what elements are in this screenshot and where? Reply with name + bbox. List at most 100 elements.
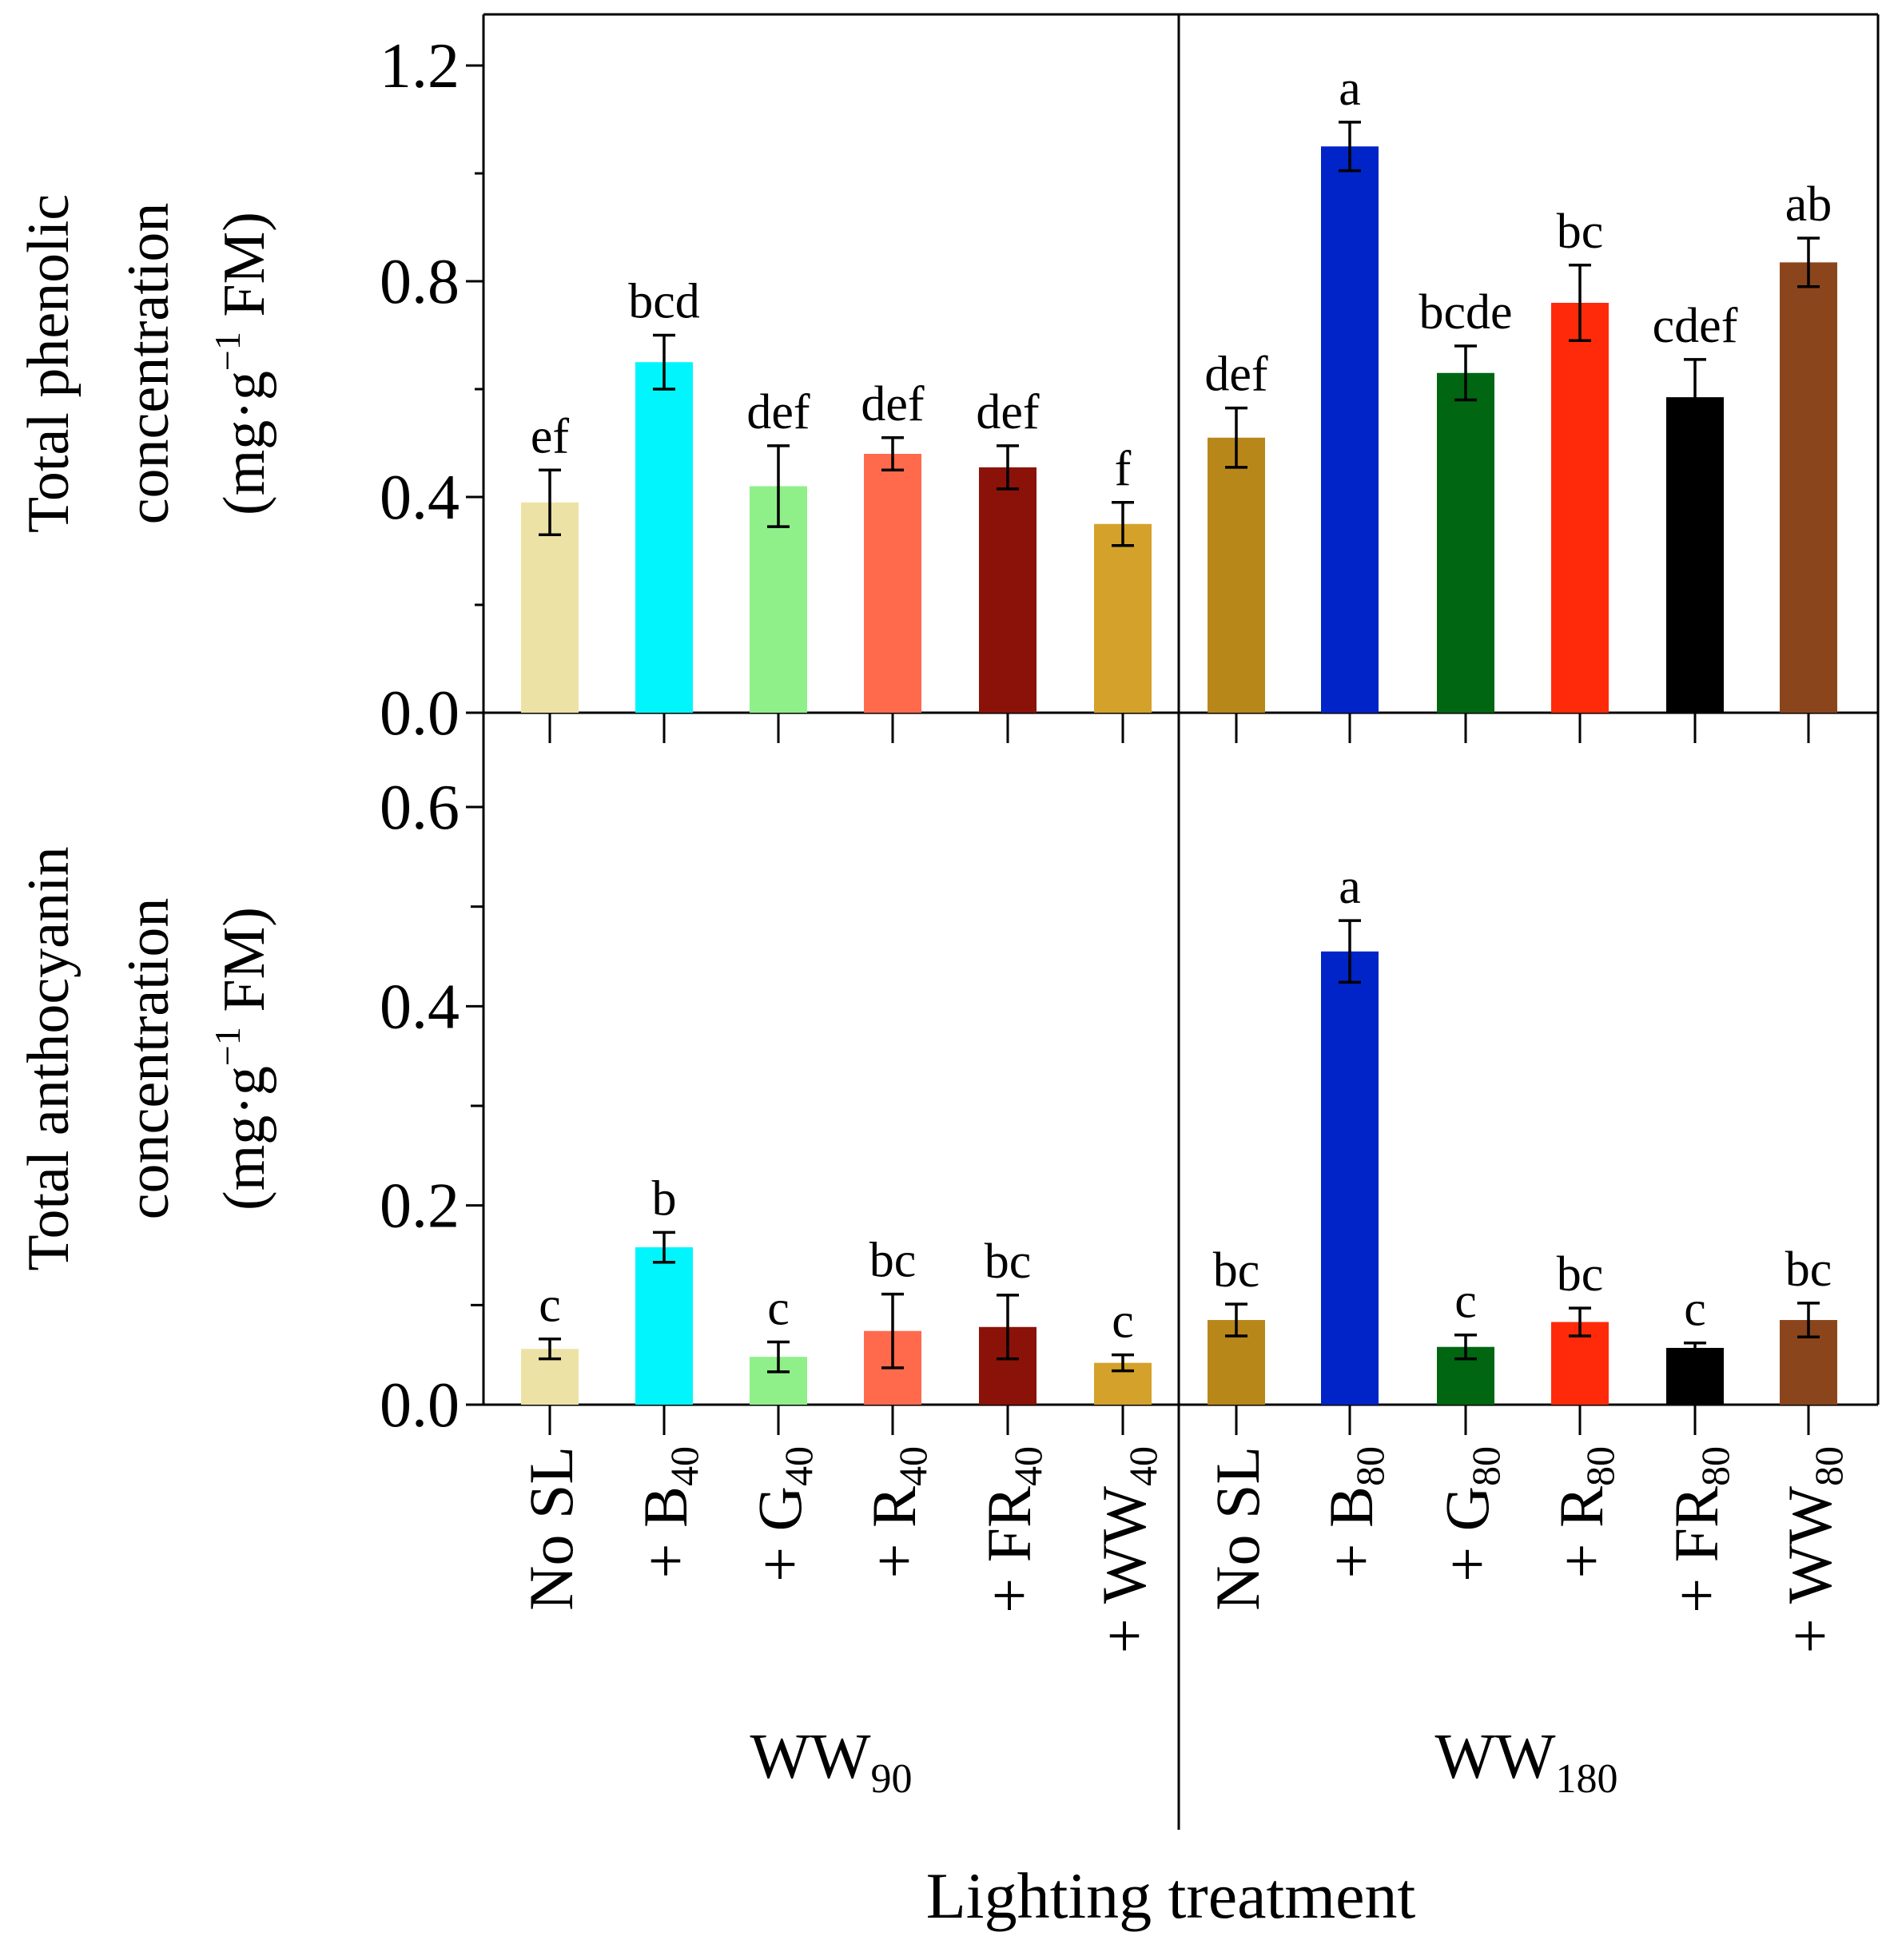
category-label-main: + R	[1546, 1486, 1616, 1579]
category-label-subscript: 80	[1693, 1446, 1737, 1486]
y-axis-title-line: Total phenolic	[16, 194, 82, 533]
y-tick-label: 0.4	[380, 972, 460, 1042]
y-tick-label: 0.4	[380, 463, 460, 533]
bar	[635, 1247, 693, 1405]
category-label-main: + G	[745, 1486, 814, 1582]
y-axis-unit: (mg·g	[212, 1066, 277, 1211]
y-tick-label: 1.2	[380, 31, 460, 101]
bar	[1551, 303, 1609, 713]
y-axis-title-line: Total anthocyanin	[16, 846, 82, 1270]
category-label-subscript: 80	[1347, 1446, 1392, 1486]
y-axis-unit-suffix: FM)	[212, 907, 277, 1027]
bar	[979, 467, 1037, 713]
significance-letter: bc	[1557, 205, 1604, 259]
significance-letter: bcde	[1418, 285, 1512, 340]
category-label: + R40	[859, 1446, 935, 1579]
group-label: WW90	[750, 1722, 912, 1802]
category-label: + G80	[1432, 1446, 1508, 1582]
plot-frame	[482, 13, 1880, 1830]
category-label: No SL	[1203, 1446, 1272, 1611]
y-tick-label: 0.0	[380, 678, 460, 749]
significance-letter: def	[746, 385, 810, 439]
category-label-main: + B	[1316, 1486, 1386, 1579]
bar	[864, 454, 921, 713]
significance-letter: bc	[1557, 1247, 1604, 1302]
significance-letter: ef	[531, 409, 570, 463]
significance-letter: ab	[1785, 177, 1832, 232]
significance-letter: bc	[985, 1234, 1032, 1289]
category-label-main: + G	[1432, 1486, 1502, 1582]
category-label-main: + WW	[1775, 1486, 1844, 1654]
significance-letter: cdef	[1653, 299, 1738, 353]
significance-letter: a	[1339, 62, 1361, 116]
significance-letter: f	[1115, 442, 1132, 496]
significance-letter: bc	[1785, 1242, 1832, 1297]
y-axis-unit-suffix: FM)	[212, 212, 277, 332]
category-label-main: + FR	[1661, 1486, 1731, 1613]
bar	[635, 362, 693, 713]
category-label-subscript: 40	[1120, 1446, 1165, 1486]
category-label: + B40	[631, 1446, 706, 1579]
x-axis-title: Lighting treatment	[926, 1859, 1416, 1932]
y-axis-title-line: concentration	[116, 203, 181, 525]
group-label-main: WW	[1434, 1722, 1556, 1792]
significance-letter: def	[976, 385, 1040, 439]
y-axis-unit-exponent: −1	[207, 332, 248, 371]
group-label-main: WW	[750, 1722, 871, 1792]
category-label-subscript: 40	[776, 1446, 821, 1486]
group-label-subscript: 180	[1556, 1756, 1618, 1802]
significance-letter: bcd	[628, 275, 700, 329]
category-label-subscript: 40	[890, 1446, 935, 1486]
y-axis-unit-exponent: −1	[207, 1027, 248, 1066]
category-label-subscript: 80	[1578, 1446, 1622, 1486]
significance-letter: def	[861, 377, 925, 431]
y-tick-label: 0.8	[380, 247, 460, 317]
category-label-subscript: 80	[1806, 1446, 1851, 1486]
significance-letter: bc	[1213, 1243, 1260, 1298]
category-label-main: + FR	[974, 1486, 1044, 1613]
category-label: + R80	[1546, 1446, 1622, 1579]
category-label-main: + R	[859, 1486, 929, 1579]
significance-letter: bc	[869, 1234, 917, 1288]
significance-letter: c	[1112, 1294, 1134, 1349]
category-label: + WW40	[1089, 1446, 1165, 1653]
bar	[1094, 523, 1152, 713]
bar	[521, 502, 579, 713]
category-label-subscript: 40	[662, 1446, 706, 1486]
category-label: + WW80	[1775, 1446, 1851, 1653]
y-tick-label: 0.2	[380, 1171, 460, 1242]
significance-letter: def	[1204, 348, 1268, 402]
significance-letter: b	[652, 1171, 677, 1226]
y-axis-title-line: (mg·g−1 FM)	[207, 212, 277, 515]
category-label: + B80	[1316, 1446, 1392, 1579]
category-label-main: + WW	[1089, 1486, 1159, 1654]
category-label-subscript: 80	[1463, 1446, 1508, 1486]
y-tick-label: 0.6	[380, 773, 460, 843]
bar	[1437, 372, 1494, 713]
bar	[1321, 951, 1379, 1405]
y-axis-title-line: concentration	[116, 898, 181, 1220]
significance-letter: c	[539, 1278, 561, 1333]
category-label: + FR40	[974, 1446, 1050, 1613]
significance-letter: c	[1454, 1274, 1477, 1329]
category-label-main: + B	[631, 1486, 700, 1579]
y-axis-title-line: (mg·g−1 FM)	[207, 907, 277, 1211]
bar	[1208, 437, 1265, 713]
category-label: + FR80	[1661, 1446, 1737, 1613]
significance-letter: c	[1684, 1282, 1706, 1337]
category-label-main: No SL	[1203, 1446, 1272, 1611]
bar	[1666, 397, 1724, 713]
bar	[1780, 262, 1837, 713]
category-label: No SL	[516, 1446, 586, 1611]
category-label-subscript: 40	[1005, 1446, 1050, 1486]
category-label-main: No SL	[516, 1446, 586, 1611]
group-label: WW180	[1434, 1722, 1617, 1802]
bar	[1666, 1347, 1724, 1405]
y-tick-label: 0.0	[380, 1370, 460, 1441]
x-axis-group-labels: WW90 WW180	[750, 1722, 1617, 1802]
significance-letter: c	[767, 1281, 790, 1335]
significance-letter: a	[1339, 860, 1361, 914]
